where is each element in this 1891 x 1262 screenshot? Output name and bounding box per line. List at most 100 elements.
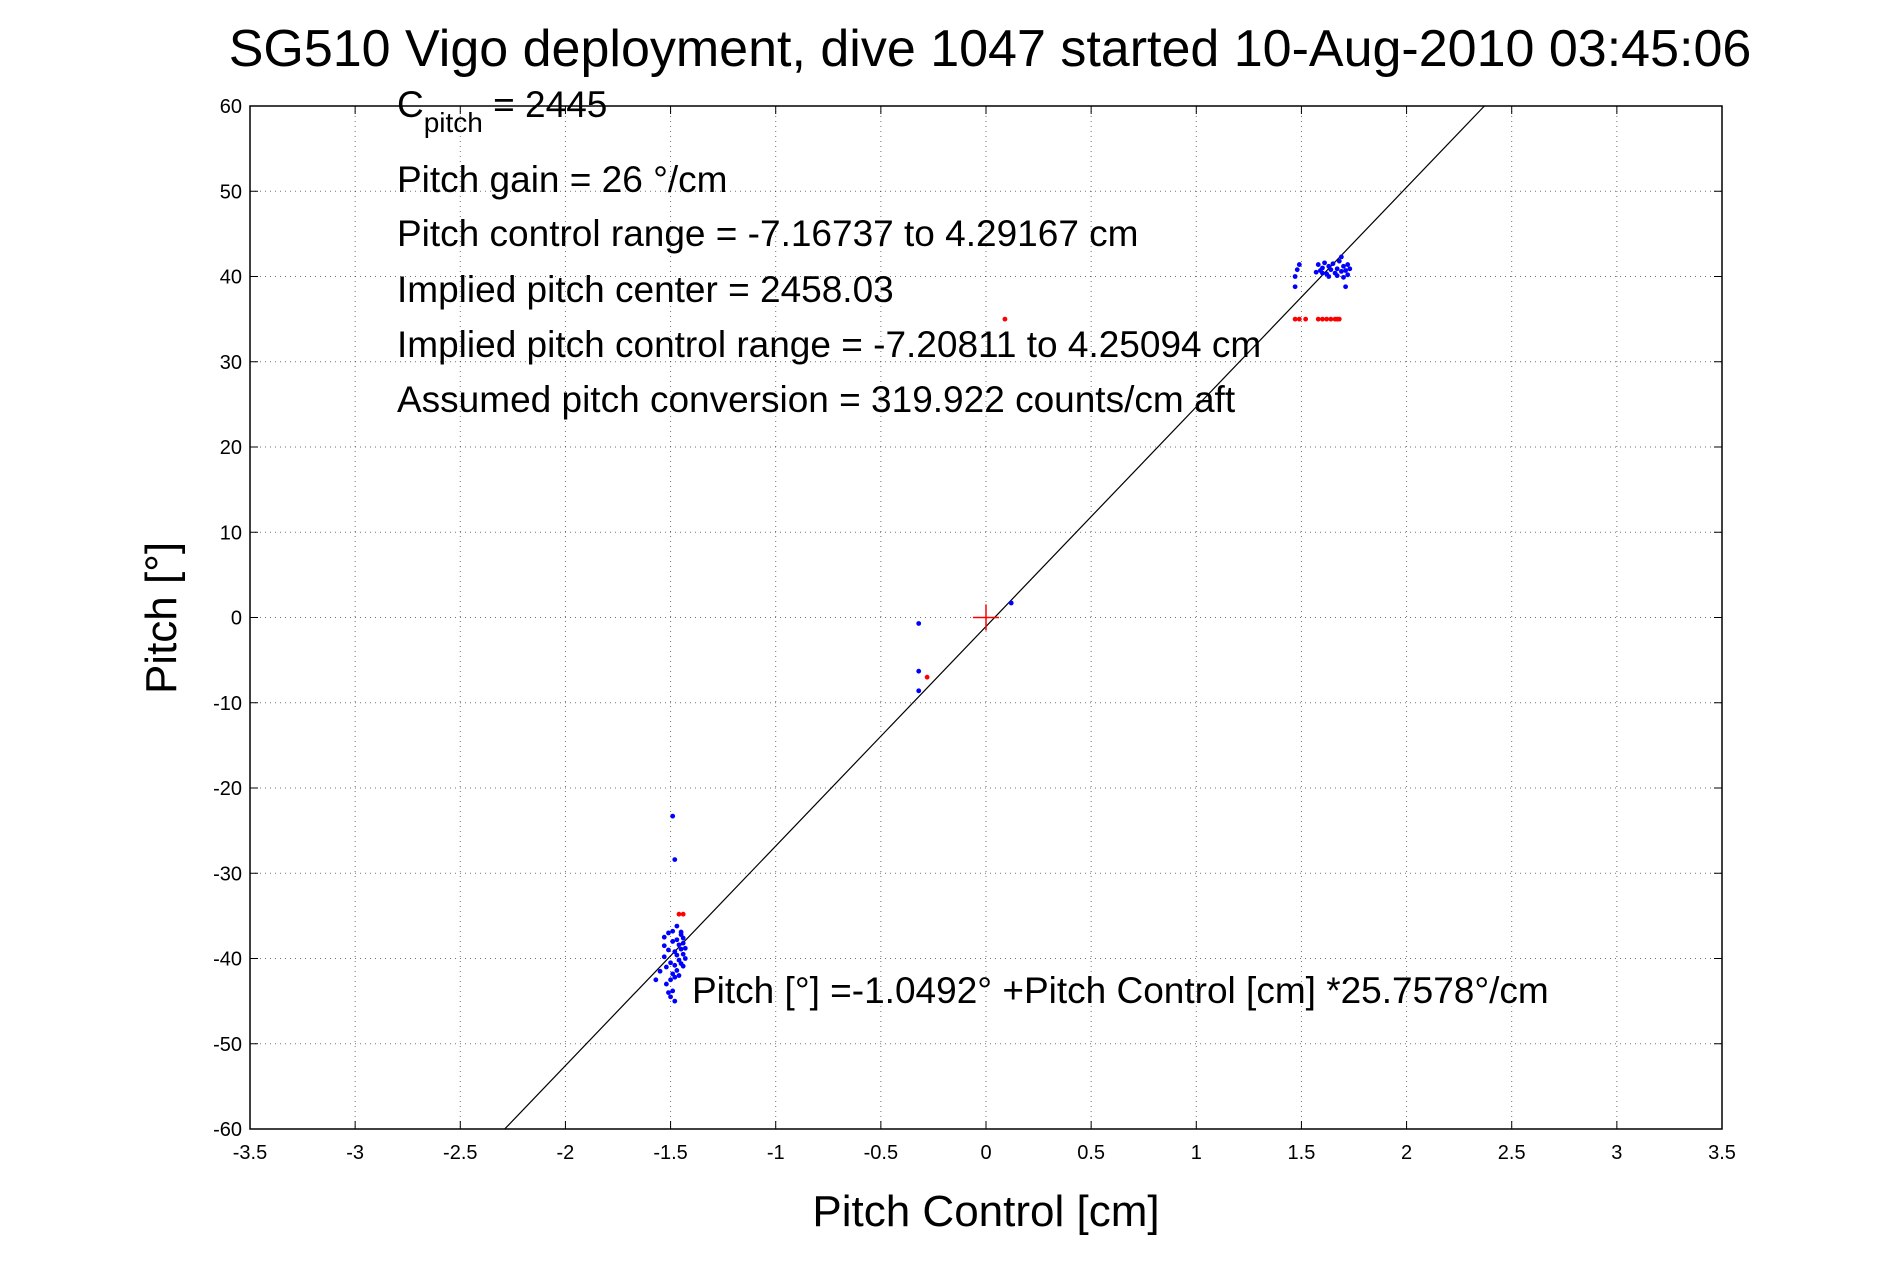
data-point <box>1338 268 1344 274</box>
assumed-pitch-conversion-annotation: Assumed pitch conversion = 319.922 count… <box>397 379 1236 420</box>
x-tick-label: 0 <box>980 1142 991 1164</box>
data-point <box>1345 272 1351 278</box>
y-tick-label: 40 <box>220 267 242 289</box>
data-point <box>674 923 680 929</box>
data-point <box>916 688 922 694</box>
data-point <box>1315 262 1321 267</box>
data-point <box>661 943 667 949</box>
data-point <box>666 930 671 936</box>
implied-pitch-control-range-annotation: Implied pitch control range = -7.20811 t… <box>397 324 1261 365</box>
data-point <box>661 934 667 940</box>
ticks-layer: -3.5 -3 -2.5 -2 -1.5 -1 -0.5 0 0.5 1 1.5 2 2.5 3 3.5 -6… <box>213 96 1736 1164</box>
data-point <box>680 951 686 957</box>
data-point <box>670 939 676 944</box>
data-point <box>661 954 667 960</box>
data-point <box>1345 262 1351 267</box>
data-point <box>1296 316 1302 322</box>
x-tick-label: -1.5 <box>653 1142 687 1164</box>
y-tick-label: -50 <box>213 1034 242 1056</box>
y-tick-label: 30 <box>220 352 242 374</box>
data-point <box>1328 316 1334 322</box>
pitch-control-range-annotation: Pitch control range = -7.16737 to 4.2916… <box>397 213 1139 254</box>
data-point <box>1347 266 1353 272</box>
y-axis-label: Pitch [°] <box>137 542 186 694</box>
data-point <box>680 911 686 917</box>
x-tick-label: 1.5 <box>1288 1142 1316 1164</box>
data-point <box>676 973 682 978</box>
fit-equation-annotation: Pitch [°] =-1.0492° +Pitch Control [cm] … <box>692 970 1549 1011</box>
data-point <box>1320 270 1325 276</box>
y-tick-label: -60 <box>213 1119 242 1141</box>
data-point <box>676 911 682 917</box>
data-point <box>653 977 659 983</box>
data-point <box>1002 316 1008 322</box>
data-point <box>676 942 682 948</box>
points-layer <box>653 254 1353 1004</box>
x-tick-label: -3.5 <box>233 1142 267 1164</box>
x-tick-label: -2 <box>557 1142 575 1164</box>
y-tick-label: -20 <box>213 778 242 800</box>
data-point <box>1343 284 1348 290</box>
data-point <box>668 960 673 966</box>
data-point <box>674 937 680 943</box>
data-point <box>663 964 669 970</box>
data-point <box>1343 268 1348 273</box>
x-tick-label: -2.5 <box>443 1142 477 1164</box>
data-point <box>1320 265 1325 271</box>
y-tick-label: 20 <box>220 437 242 459</box>
data-point <box>1336 316 1342 322</box>
data-point <box>672 974 678 980</box>
data-point <box>672 857 678 863</box>
data-point <box>1328 267 1334 273</box>
data-point <box>1292 274 1298 279</box>
data-point <box>1313 269 1319 275</box>
x-axis-label: Pitch Control [cm] <box>812 1187 1159 1236</box>
data-point <box>674 968 680 973</box>
data-point <box>674 952 680 958</box>
x-tick-label: -1 <box>767 1142 785 1164</box>
x-tick-label: -3 <box>346 1142 364 1164</box>
data-point <box>1334 266 1340 272</box>
x-tick-label: 3.5 <box>1708 1142 1736 1164</box>
y-tick-label: 0 <box>231 608 242 630</box>
data-point <box>678 929 684 935</box>
data-point <box>668 977 673 983</box>
data-point <box>680 940 686 946</box>
data-point <box>916 621 922 626</box>
data-point <box>1324 316 1330 322</box>
c-pitch-base: C <box>397 84 424 125</box>
data-point <box>1336 258 1342 264</box>
data-point <box>1008 600 1014 606</box>
data-point <box>666 990 671 995</box>
y-tick-label: 10 <box>220 522 242 544</box>
data-point <box>657 968 663 974</box>
data-point <box>670 928 676 934</box>
chart-title: SG510 Vigo deployment, dive 1047 started… <box>229 20 1752 78</box>
data-point <box>1292 316 1298 322</box>
data-point <box>1303 316 1309 322</box>
data-point <box>682 945 688 951</box>
data-point <box>670 988 676 994</box>
x-tick-label: 2 <box>1401 1142 1412 1164</box>
data-point <box>670 813 676 819</box>
x-tick-label: 2.5 <box>1498 1142 1526 1164</box>
data-point <box>1341 263 1346 269</box>
data-point <box>682 956 688 961</box>
data-point <box>666 947 671 953</box>
c-pitch-subscript: pitch <box>424 107 483 138</box>
x-tick-label: 0.5 <box>1077 1142 1105 1164</box>
x-tick-label: 1 <box>1191 1142 1202 1164</box>
implied-pitch-center-annotation: Implied pitch center = 2458.03 <box>397 269 894 310</box>
y-tick-label: 50 <box>220 181 242 203</box>
x-tick-label: -0.5 <box>864 1142 898 1164</box>
data-point <box>1330 261 1336 267</box>
c-pitch-value: = 2445 <box>483 84 607 125</box>
data-point <box>672 962 678 968</box>
y-tick-label: -30 <box>213 863 242 885</box>
data-point <box>1341 274 1346 280</box>
data-point <box>1292 284 1298 290</box>
data-point <box>924 674 930 680</box>
y-tick-label: 60 <box>220 96 242 118</box>
data-point <box>668 994 673 1000</box>
